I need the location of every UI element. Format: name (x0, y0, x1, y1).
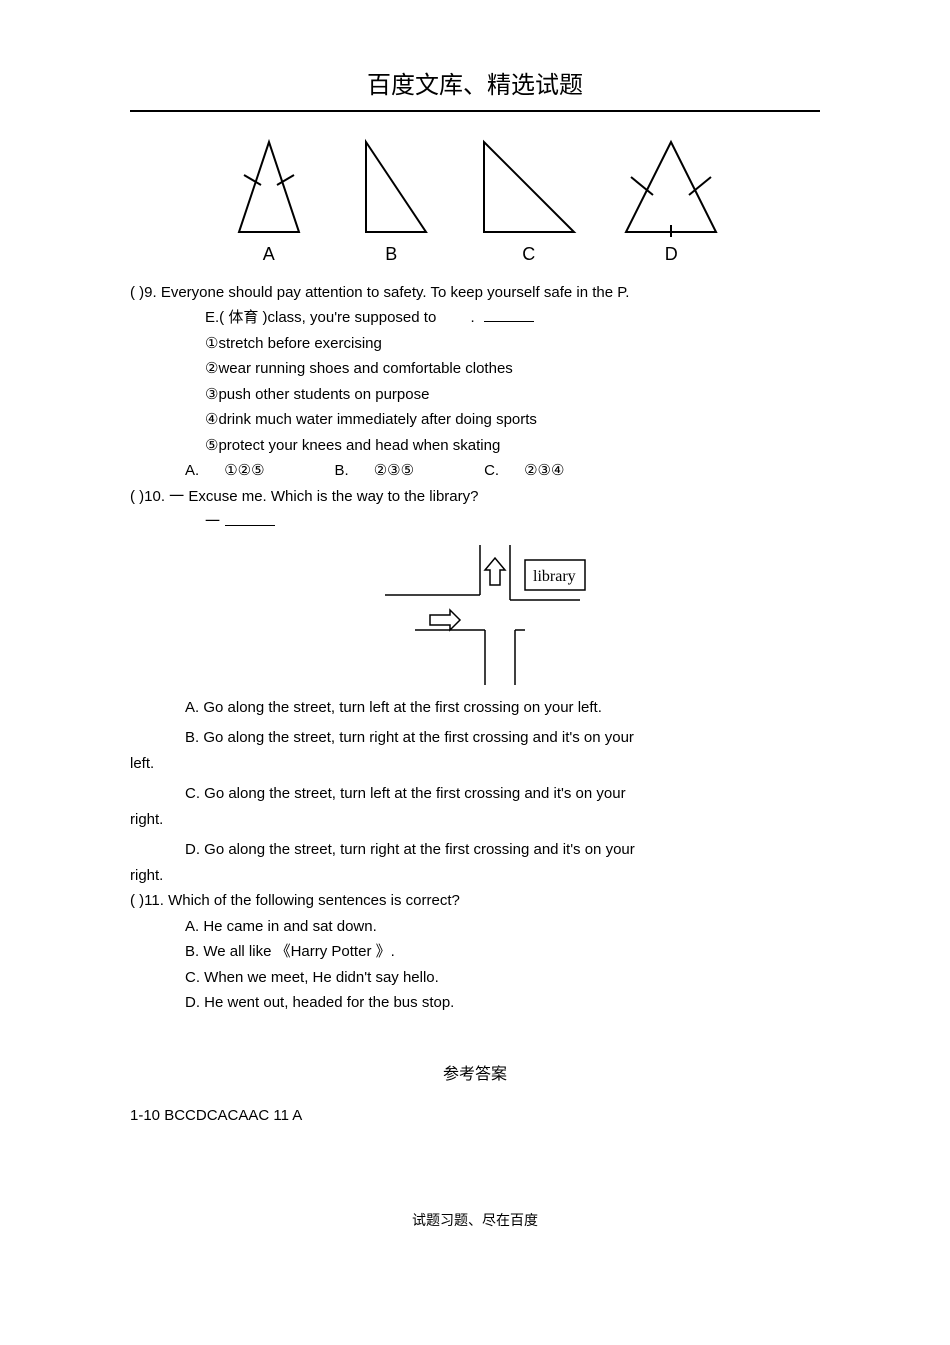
q11-prompt: ( )11. Which of the following sentences … (130, 888, 820, 914)
q9-opt-c: C. ②③④ (484, 458, 564, 484)
q11-ans-c: C. When we meet, He didn't say hello. (130, 965, 820, 991)
q9-opt-b-val: ②③⑤ (374, 462, 414, 479)
triangle-label-c: C (474, 239, 584, 270)
svg-text:library: library (533, 568, 576, 585)
q9-opt-b: B. ②③⑤ (335, 458, 415, 484)
q9-item-3: ③push other students on purpose (130, 382, 820, 408)
triangle-d: D (621, 137, 721, 270)
q9-line2-suffix: . (470, 309, 474, 326)
header-rule (130, 110, 820, 112)
triangle-c: C (474, 137, 584, 270)
q10-map: library (130, 545, 820, 685)
q9-opt-c-val: ②③④ (524, 462, 564, 479)
q9-opt-a: A. ①②⑤ (185, 458, 265, 484)
footer-text: 试题习题、尽在百度 (0, 1210, 950, 1230)
q10-ans-c-cont: right. (130, 807, 820, 833)
q10-ans-a: A. Go along the street, turn left at the… (130, 695, 820, 721)
q11-ans-b: B. We all like 《Harry Potter 》. (130, 939, 820, 965)
q10-ans-b-cont: left. (130, 751, 820, 777)
triangle-label-d: D (621, 239, 721, 270)
q9-item-1: ①stretch before exercising (130, 331, 820, 357)
q9-line2-prefix: E.( 体育 )class, you're supposed to (205, 309, 436, 326)
page-title: 百度文库、精选试题 (0, 0, 950, 110)
q10-response-line: 一 (130, 509, 820, 535)
q10-ans-d-cont: right. (130, 863, 820, 889)
q9-prompt: ( )9. Everyone should pay attention to s… (130, 280, 820, 306)
q9-blank (484, 321, 534, 322)
content-region: A B C D ( )9. Everyone should pay attent… (0, 127, 950, 1128)
q10-blank (225, 525, 275, 526)
triangle-label-b: B (346, 239, 436, 270)
q10-prompt: ( )10. 一 Excuse me. Which is the way to … (130, 484, 820, 510)
answer-key-text: 1-10 BCCDCACAAC 11 A (130, 1103, 820, 1129)
q10-ans-c: C. Go along the street, turn left at the… (130, 781, 820, 807)
q10-dash: 一 (205, 513, 220, 530)
q9-item-4: ④drink much water immediately after doin… (130, 407, 820, 433)
q9-item-5: ⑤protect your knees and head when skatin… (130, 433, 820, 459)
q10-ans-b: B. Go along the street, turn right at th… (130, 725, 820, 751)
answer-key-title: 参考答案 (130, 1061, 820, 1088)
q10-ans-d: D. Go along the street, turn right at th… (130, 837, 820, 863)
q11-ans-d: D. He went out, headed for the bus stop. (130, 990, 820, 1016)
triangle-label-a: A (229, 239, 309, 270)
triangle-a: A (229, 137, 309, 270)
q11-ans-a: A. He came in and sat down. (130, 914, 820, 940)
q9-item-2: ②wear running shoes and comfortable clot… (130, 356, 820, 382)
q9-options: A. ①②⑤ B. ②③⑤ C. ②③④ (130, 458, 820, 484)
q9-opt-a-val: ①②⑤ (224, 462, 264, 479)
triangle-b: B (346, 137, 436, 270)
triangle-row: A B C D (130, 127, 820, 275)
q9-line2: E.( 体育 )class, you're supposed to . (130, 305, 820, 331)
